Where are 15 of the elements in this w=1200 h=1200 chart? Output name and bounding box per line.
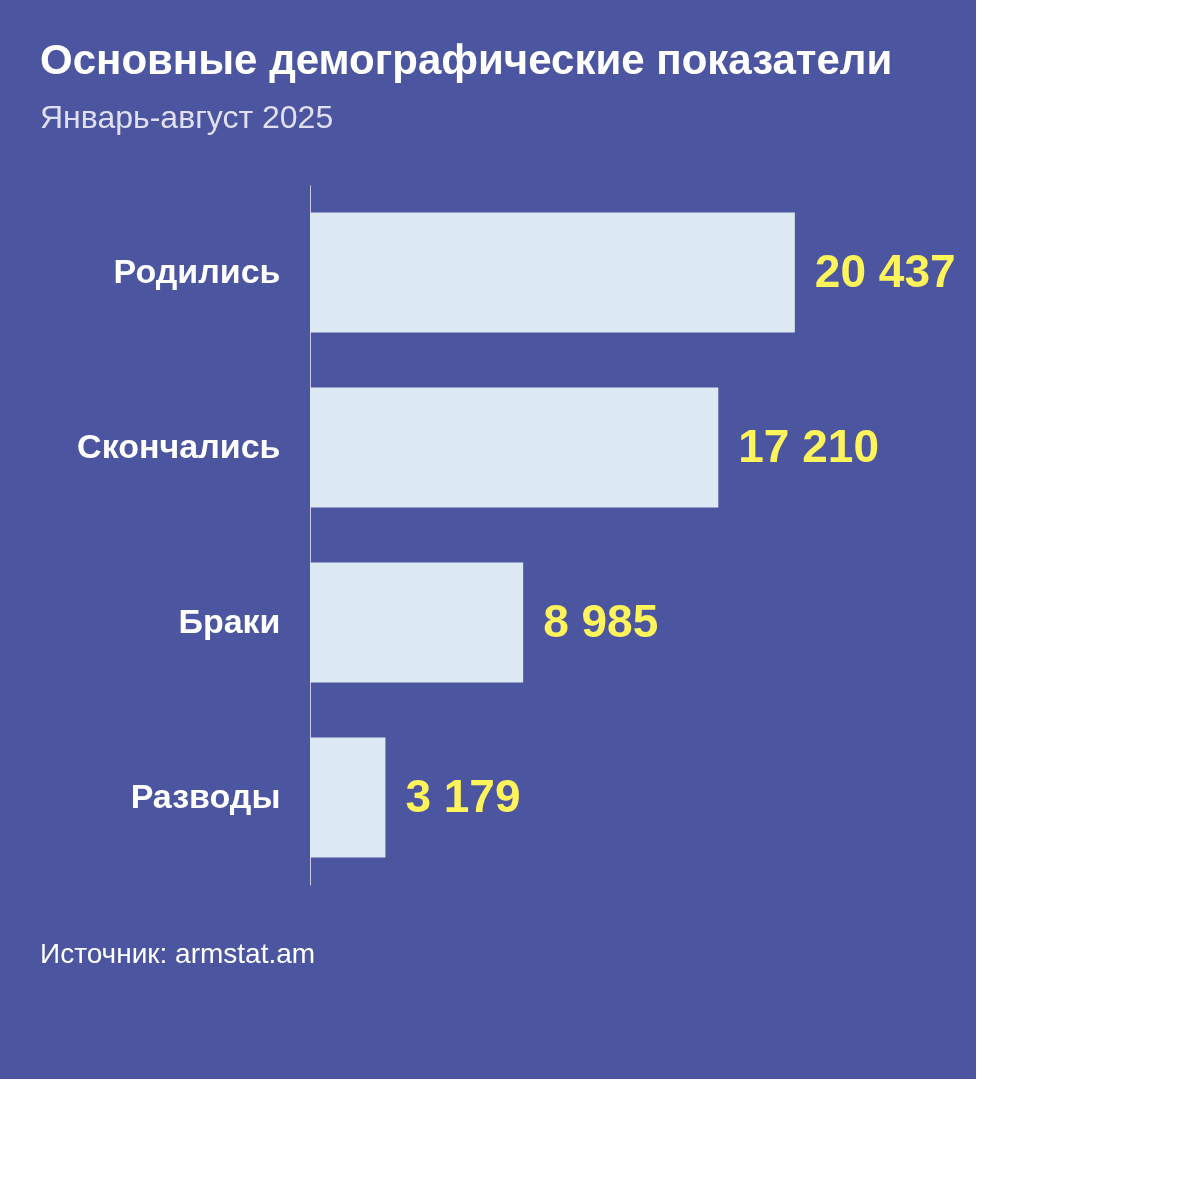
y-tick-label: Браки <box>178 601 281 640</box>
y-tick-label: Родились <box>113 251 281 290</box>
data-label: 17 210 <box>738 419 879 472</box>
data-label: 3 179 <box>405 769 521 822</box>
data-label: 8 985 <box>543 594 659 647</box>
chart-subtitle: Январь-август 2025 <box>40 99 334 135</box>
text: Источник: armstat.am <box>40 938 316 969</box>
bar <box>310 212 795 333</box>
chart-title: Основные демографические показатели <box>40 36 893 83</box>
bar <box>310 387 719 508</box>
y-tick-label: Разводы <box>130 776 281 815</box>
data-label: 20 437 <box>814 244 956 297</box>
bar <box>310 562 524 683</box>
bar <box>310 737 386 858</box>
y-tick-label: Скончались <box>77 426 281 465</box>
